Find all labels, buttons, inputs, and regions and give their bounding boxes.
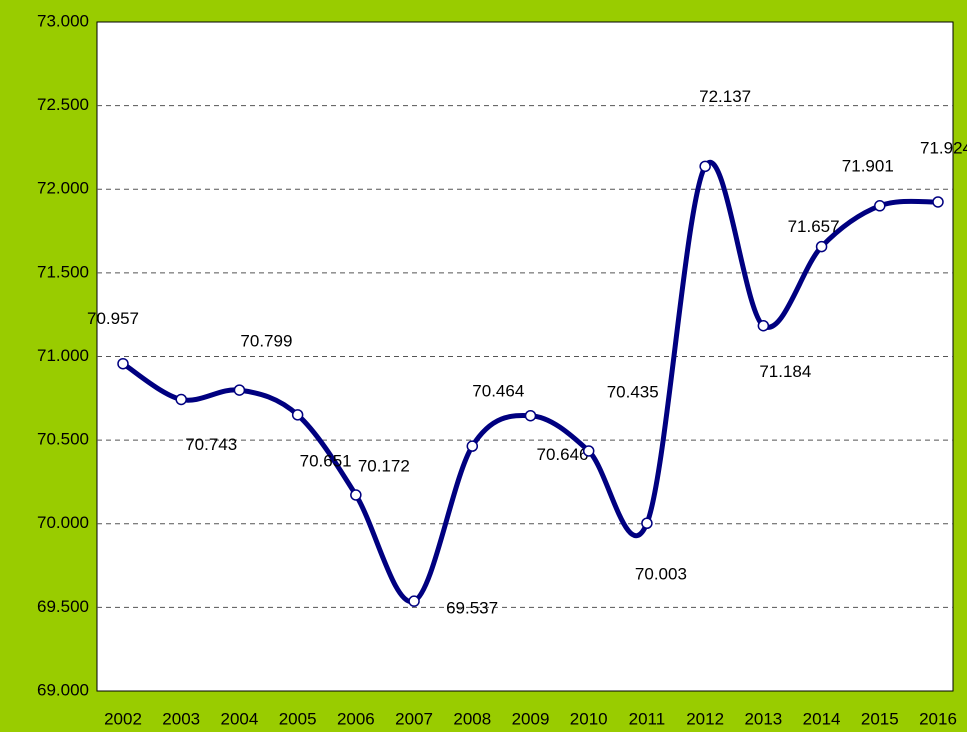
y-tick-label: 72.500 bbox=[37, 95, 89, 114]
data-label: 70.651 bbox=[300, 451, 352, 470]
data-label: 70.799 bbox=[240, 332, 292, 351]
point-marker bbox=[408, 595, 420, 607]
point-marker bbox=[466, 440, 479, 452]
point-marker bbox=[815, 240, 828, 253]
data-label: 70.435 bbox=[607, 382, 659, 401]
y-tick-label: 71.500 bbox=[37, 262, 89, 281]
data-label: 70.957 bbox=[87, 309, 139, 328]
point-marker bbox=[874, 200, 886, 212]
x-tick-label: 2005 bbox=[279, 709, 317, 728]
x-tick-label: 2006 bbox=[337, 709, 375, 728]
point-marker bbox=[117, 357, 129, 370]
data-label: 71.901 bbox=[842, 156, 894, 175]
x-tick-label: 2007 bbox=[395, 709, 433, 728]
data-label: 71.924 bbox=[920, 138, 967, 157]
y-tick-label: 70.500 bbox=[37, 430, 89, 449]
x-tick-label: 2013 bbox=[744, 709, 782, 728]
data-label: 72.137 bbox=[699, 87, 751, 106]
point-marker bbox=[175, 393, 187, 406]
x-tick-label: 2014 bbox=[803, 709, 841, 728]
data-label: 71.657 bbox=[788, 217, 840, 236]
x-tick-label: 2011 bbox=[629, 709, 666, 728]
x-tick-label: 2012 bbox=[686, 709, 724, 728]
data-label: 70.646 bbox=[537, 445, 589, 464]
x-tick-label: 2009 bbox=[512, 709, 550, 728]
point-marker bbox=[524, 409, 537, 422]
point-marker bbox=[932, 196, 944, 208]
data-label: 70.743 bbox=[185, 435, 237, 454]
point-marker bbox=[350, 489, 362, 501]
data-label: 69.537 bbox=[446, 599, 498, 618]
point-marker bbox=[757, 319, 770, 332]
x-tick-label: 2016 bbox=[919, 709, 957, 728]
x-tick-label: 2015 bbox=[861, 709, 899, 728]
x-tick-label: 2003 bbox=[162, 709, 200, 728]
data-label: 70.464 bbox=[472, 382, 524, 401]
y-tick-label: 70.000 bbox=[37, 513, 89, 532]
point-marker bbox=[582, 445, 595, 457]
x-tick-label: 2010 bbox=[570, 709, 608, 728]
x-tick-label: 2004 bbox=[221, 709, 259, 728]
y-tick-label: 71.000 bbox=[37, 346, 89, 365]
data-label: 71.184 bbox=[759, 362, 811, 381]
y-tick-label: 69.500 bbox=[37, 597, 89, 616]
point-marker bbox=[233, 384, 246, 396]
y-tick-label: 69.000 bbox=[37, 680, 89, 699]
x-tick-label: 2008 bbox=[453, 709, 491, 728]
point-marker bbox=[699, 160, 711, 173]
point-marker bbox=[291, 409, 304, 421]
y-tick-label: 73.000 bbox=[37, 11, 89, 30]
data-label: 70.172 bbox=[358, 456, 410, 475]
point-marker bbox=[641, 517, 653, 529]
y-tick-label: 72.000 bbox=[37, 179, 89, 198]
x-tick-label: 2002 bbox=[104, 709, 142, 728]
data-label: 70.003 bbox=[635, 565, 687, 584]
